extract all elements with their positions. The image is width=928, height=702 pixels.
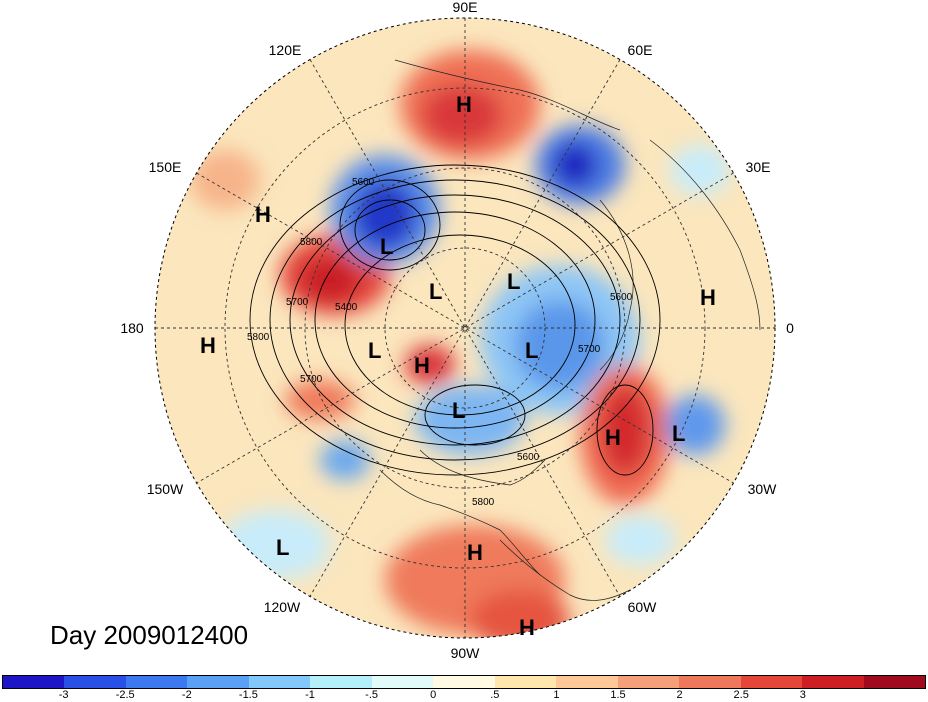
lon-label-90w: 90W: [451, 645, 481, 661]
color-scale-segment: [3, 676, 65, 688]
anomaly-field: [155, 18, 775, 638]
map-boundary: [154, 17, 776, 639]
lon-label-0: 0: [786, 320, 794, 336]
high-marker: H: [605, 425, 621, 450]
color-scale-segment: [64, 676, 126, 688]
color-scale-segment: [740, 676, 803, 688]
contour-label: 5800: [300, 237, 323, 248]
lon-label-120e: 120E: [269, 42, 302, 58]
color-scale-tick-label: -2: [181, 689, 192, 701]
color-scale-segment: [679, 676, 741, 688]
lon-label-60w: 60W: [628, 599, 658, 615]
contour-label: 5700: [300, 374, 323, 385]
color-scale-tick-label: -.5: [365, 689, 379, 701]
color-scale-segment: [310, 676, 372, 688]
color-scale-tick-label: -3: [58, 689, 69, 701]
contour-label: 5800: [472, 497, 495, 508]
low-marker: L: [368, 338, 381, 363]
lon-label-180: 180: [120, 320, 144, 336]
color-scale-segment: [187, 676, 249, 688]
color-scale-tick-label: 3: [799, 689, 806, 701]
high-marker: H: [200, 333, 216, 358]
low-marker: L: [525, 338, 538, 363]
color-scale-tick-label: -2.5: [115, 689, 135, 701]
color-scale-segment: [248, 676, 311, 688]
coastlines: [379, 59, 761, 601]
high-marker: H: [700, 285, 716, 310]
high-marker: H: [456, 92, 472, 117]
color-scale-tick-label: 1.5: [610, 689, 626, 701]
color-scale-labels: -3 -2.5 -2 -1.5 -1 -.5 0 .5 1 1.5 2 2.5 3: [0, 689, 928, 702]
color-scale-tick-label: -1: [305, 689, 315, 701]
contour-label: 5600: [610, 292, 633, 303]
color-scale-segment: [617, 676, 680, 688]
color-scale-tick-label: -1.5: [238, 689, 258, 701]
color-scale-tick-label: 2: [676, 689, 683, 701]
contour-label: 5700: [286, 297, 309, 308]
high-marker: H: [519, 615, 535, 640]
color-scale-segment: [494, 676, 557, 688]
color-scale-segment: [802, 676, 864, 688]
lon-label-150w: 150W: [147, 481, 184, 497]
longitude-labels: 90E 60E 30E 0 30W 60W 90W 120W 150W 180 …: [120, 0, 794, 661]
low-marker: L: [380, 234, 393, 259]
color-scale-bar: [2, 675, 926, 689]
high-marker: H: [414, 353, 430, 378]
color-scale-segment: [433, 676, 495, 688]
color-scale-tick-label: 2.5: [733, 689, 749, 701]
low-marker: L: [429, 279, 442, 304]
color-scale-segment: [556, 676, 618, 688]
contour-labels: 5600 5800 5700 5400 5800 5700 5600 5700 …: [247, 177, 633, 508]
lon-label-60e: 60E: [628, 42, 653, 58]
contour-label: 5600: [517, 452, 540, 463]
low-marker: L: [672, 421, 685, 446]
day-label: Day 2009012400: [50, 620, 249, 650]
high-marker: H: [255, 202, 271, 227]
lon-label-90e: 90E: [453, 0, 478, 15]
low-marker: L: [276, 535, 289, 560]
lon-label-30e: 30E: [746, 159, 771, 175]
low-marker: L: [452, 398, 465, 423]
contour-label: 5800: [247, 332, 270, 343]
high-marker: H: [467, 540, 483, 565]
color-scale-tick-label: 0: [430, 689, 437, 701]
color-scale-segment: [863, 676, 926, 688]
lon-label-150e: 150E: [149, 159, 182, 175]
lon-label-120w: 120W: [264, 599, 301, 615]
contour-label: 5600: [352, 177, 375, 188]
contour-label: 5400: [335, 302, 358, 313]
height-contours: [249, 164, 661, 476]
lon-label-30w: 30W: [748, 481, 778, 497]
contour-label: 5700: [578, 344, 601, 355]
graticule: [155, 18, 775, 638]
color-scale-tick-label: .5: [490, 689, 500, 701]
color-scale-segment: [125, 676, 188, 688]
pressure-center-labels: H L H L L H H L H L L H H L H L: [200, 92, 716, 640]
color-scale-segment: [371, 676, 434, 688]
low-marker: L: [507, 269, 520, 294]
color-scale-tick-label: 1: [553, 689, 560, 701]
